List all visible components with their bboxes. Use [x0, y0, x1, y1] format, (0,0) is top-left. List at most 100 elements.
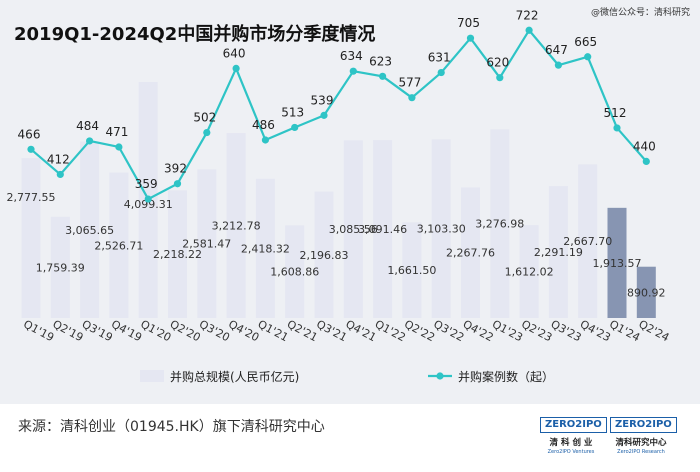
line-value-label: 722	[516, 8, 539, 22]
line-value-label: 705	[457, 16, 480, 30]
line-value-label: 623	[369, 54, 392, 68]
line-point-Q2'22	[408, 94, 416, 102]
line-value-label: 471	[105, 125, 128, 139]
bar-value-label: 2,418.32	[241, 242, 290, 255]
line-value-label: 440	[633, 139, 656, 153]
bar-value-label: 2,218.22	[153, 248, 202, 261]
line-value-label: 486	[252, 118, 275, 132]
bar-value-label: 2,526.71	[94, 239, 143, 252]
line-point-Q4'20	[232, 64, 240, 72]
x-tick-label: Q3'21	[314, 317, 349, 344]
line-point-Q1'20	[144, 195, 152, 203]
bar-Q1'23	[490, 129, 510, 318]
line-point-Q3'21	[320, 111, 328, 119]
x-tick-label: Q2'21	[285, 317, 320, 344]
zero2ipo-research-logo: ZERO2IPO 清科研究中心 Zero2IPO Research	[610, 412, 677, 466]
bar-Q3'23	[548, 186, 568, 318]
bar-Q3'20	[197, 169, 217, 318]
bar-value-label: 4,099.31	[124, 198, 173, 211]
bar-Q2'23	[519, 225, 539, 318]
bar-value-label: 1,608.86	[270, 266, 319, 279]
bar-value-label: 3,212.78	[212, 220, 261, 233]
x-tick-label: Q3'20	[197, 317, 232, 344]
bar-value-label: 1,612.02	[505, 266, 554, 279]
x-tick-label: Q1'23	[490, 317, 525, 344]
x-tick-label: Q1'19	[21, 317, 56, 344]
line-value-label: 484	[76, 119, 99, 133]
line-point-Q4'21	[349, 67, 357, 75]
bar-Q4'21	[343, 140, 363, 318]
bar-Q2'20	[168, 190, 187, 318]
x-tick-label: Q2'22	[402, 317, 437, 344]
line-point-Q1'23	[496, 74, 504, 82]
line-point-Q1'19	[27, 145, 35, 153]
bar-value-label: 3,065.65	[65, 224, 114, 237]
x-tick-label: Q4'21	[343, 317, 378, 344]
line-point-Q1'24	[613, 124, 621, 132]
bar-Q4'23	[578, 164, 598, 318]
line-point-Q4'19	[115, 143, 123, 151]
bar-value-label: 2,581.47	[182, 238, 231, 251]
legend-bar-label: 并购总规模(人民币亿元)	[170, 369, 299, 384]
bar-value-label: 3,085.56	[329, 223, 378, 236]
chart-title: 2019Q1-2024Q2中国并购市场分季度情况	[14, 24, 376, 45]
source-note: 来源：清科创业（01945.HK）旗下清科研究中心	[18, 419, 325, 435]
line-point-Q2'19	[56, 170, 64, 179]
x-tick-label: Q4'19	[109, 317, 144, 344]
line-point-Q2'24	[642, 157, 650, 165]
bar-Q3'19	[80, 141, 100, 318]
legend-bar-swatch	[140, 370, 164, 382]
bar-Q2'24	[636, 266, 656, 318]
bar-value-label: 3,091.46	[358, 223, 407, 236]
x-tick-label: Q4'22	[461, 317, 496, 344]
chart-svg: 2,777.55 1,759.39 3,065.65 2,526.71 4,099.31…	[7, 8, 672, 384]
x-tick-label: Q1'24	[607, 317, 642, 344]
line-value-label: 513	[281, 105, 304, 119]
bar-Q2'22	[402, 222, 422, 318]
line-point-Q4'22	[466, 34, 475, 42]
line-value-label: 631	[428, 51, 451, 65]
watermark: @微信公众号：清科研究	[590, 8, 690, 18]
line-point-Q3'19	[86, 137, 94, 145]
line-point-Q3'20	[203, 128, 211, 137]
x-tick-label: Q4'20	[226, 317, 261, 344]
bar-value-label: 2,667.70	[563, 235, 612, 248]
line-point-Q3'23	[554, 61, 563, 69]
line-value-label: 466	[18, 127, 41, 141]
line-value-label: 647	[545, 43, 568, 57]
line-point-Q2'23	[525, 26, 533, 34]
bar-value-label: 890.92	[627, 286, 666, 299]
x-tick-label: Q4'23	[578, 317, 613, 344]
bar-value-label: 1,913.57	[593, 257, 642, 270]
bar-value-label: 3,276.98	[475, 218, 524, 231]
bar-Q3'22	[431, 139, 451, 318]
line-series-path	[30, 29, 648, 201]
x-tick-label: Q2'24	[636, 317, 671, 344]
line-value-label: 359	[135, 177, 158, 191]
bar-value-label: 2,291.19	[534, 246, 583, 259]
bar-Q4'20	[226, 133, 246, 318]
footer: 来源：清科创业（01945.HK）旗下清科研究中心 ZERO2IPO 清 科 创…	[0, 404, 700, 472]
bar-value-label: 1,661.50	[387, 264, 436, 277]
bar-Q2'21	[285, 225, 305, 318]
bar-Q1'21	[255, 178, 275, 318]
line-value-label: 512	[604, 106, 627, 120]
legend-line-marker	[436, 372, 444, 380]
line-value-label: 634	[340, 49, 363, 63]
line-point-Q3'22	[437, 68, 445, 77]
x-tick-label: Q3'23	[549, 317, 584, 344]
bar-value-label: 3,103.30	[417, 223, 466, 236]
line-value-label: 392	[164, 162, 187, 176]
line-point-Q2'21	[291, 123, 299, 132]
line-value-label: 620	[486, 56, 509, 70]
bar-value-label: 2,196.83	[300, 249, 349, 262]
line-value-label: 412	[47, 152, 70, 166]
bar-Q2'19	[50, 216, 70, 318]
line-point-Q2'20	[173, 180, 182, 188]
line-value-label: 665	[574, 35, 597, 49]
x-tick-label: Q2'19	[50, 317, 85, 344]
legend-line-label: 并购案例数（起）	[458, 369, 554, 384]
line-point-Q4'23	[584, 53, 592, 61]
bar-Q4'22	[461, 187, 480, 318]
line-value-label: 640	[223, 46, 246, 60]
